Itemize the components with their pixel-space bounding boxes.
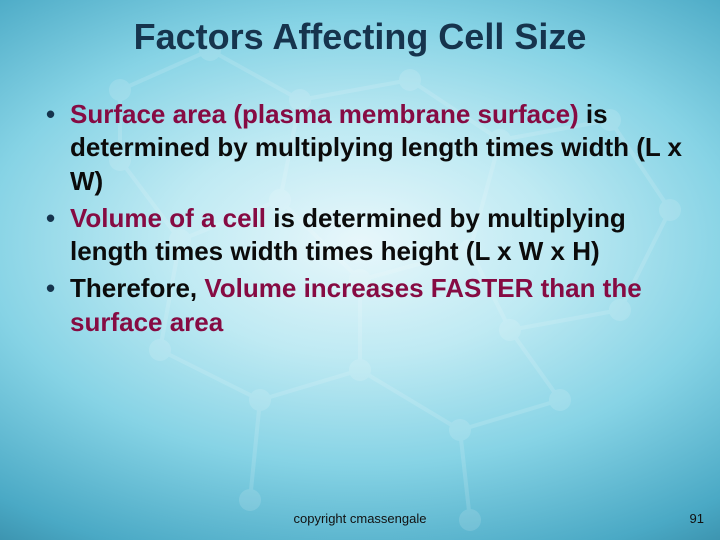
bullet-emphasis: Surface area (plasma membrane surface) <box>70 99 579 129</box>
slide: Factors Affecting Cell Size Surface area… <box>0 0 720 540</box>
bullet-emphasis: Volume of a cell <box>70 203 266 233</box>
bullet-item: Surface area (plasma membrane surface) i… <box>44 98 686 198</box>
bullet-item: Therefore, Volume increases FASTER than … <box>44 272 686 339</box>
page-number: 91 <box>690 511 704 526</box>
copyright-text: copyright cmassengale <box>0 511 720 526</box>
bullet-item: Volume of a cell is determined by multip… <box>44 202 686 269</box>
slide-title: Factors Affecting Cell Size <box>0 16 720 58</box>
bullet-list: Surface area (plasma membrane surface) i… <box>44 98 686 339</box>
bullet-text: Therefore, <box>70 273 204 303</box>
slide-body: Surface area (plasma membrane surface) i… <box>44 98 686 343</box>
